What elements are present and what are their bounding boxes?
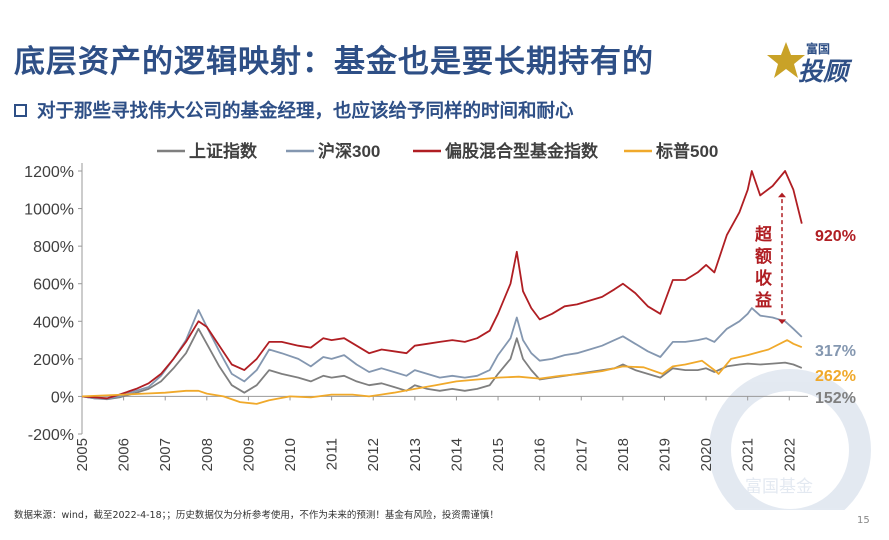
x-tick-label: 2012: [365, 438, 382, 471]
series-end-label: 317%: [815, 343, 856, 360]
x-tick-label: 2007: [157, 438, 174, 471]
y-tick-label: 1200%: [24, 164, 74, 181]
x-tick-label: 2021: [740, 438, 757, 471]
y-tick-label: 400%: [33, 314, 74, 331]
x-tick-label: 2011: [324, 438, 341, 470]
x-tick-label: 2009: [240, 438, 257, 471]
legend-label: 沪深300: [318, 141, 380, 161]
page-number: 15: [857, 515, 870, 526]
y-tick-label: 800%: [33, 239, 74, 256]
legend-label: 偏股混合型基金指数: [445, 141, 599, 161]
y-tick-label: 200%: [33, 352, 74, 369]
series-end-labels: 152% 317% 920% 262%: [815, 228, 856, 407]
x-tick-label: 2019: [656, 438, 673, 471]
x-tick-label: 2008: [199, 438, 216, 471]
y-tick-label: 600%: [33, 277, 74, 294]
series-line: [81, 307, 803, 400]
performance-line-chart: 富国基金 上证指数 沪深300 偏股混合型基金指数 标普500 -200% 0% 200%…: [24, 141, 871, 510]
annotation-arrow-down: [778, 319, 786, 325]
y-tick-label: 1000%: [24, 202, 74, 219]
legend-label: 标普500: [656, 141, 718, 161]
page-title: 底层资产的逻辑映射：基金也是要长期持有的: [14, 44, 654, 80]
series-line: [81, 327, 803, 401]
annotation-char: 额: [755, 246, 772, 266]
x-tick-label: 2018: [615, 438, 632, 471]
logo-line1: 富国: [806, 42, 831, 56]
chart-series: [81, 170, 803, 405]
annotation-char: 超: [755, 224, 773, 244]
chart-axes: -200% 0% 200% 400% 600% 800% 1000% 1200% 2005 200…: [24, 163, 808, 471]
x-tick-label: 2022: [781, 438, 798, 471]
legend-label: 上证指数: [189, 141, 258, 161]
x-tick-label: 2010: [282, 438, 299, 471]
x-tick-label: 2015: [490, 438, 507, 471]
checkbox-bullet-icon: [14, 103, 27, 117]
series-end-label: 262%: [815, 368, 856, 385]
star-logo-icon: [767, 42, 805, 78]
annotation-char: 收: [755, 268, 772, 288]
y-tick-label: -200%: [28, 427, 74, 444]
watermark-text: 富国基金: [745, 477, 813, 497]
subtitle: 对于那些寻找伟大公司的基金经理，也应该给予同样的时间和耐心: [14, 97, 574, 123]
annotation-arrow-up: [778, 192, 786, 198]
watermark: 富国基金: [709, 369, 871, 510]
series-line: [81, 339, 803, 405]
series-line: [81, 170, 803, 400]
x-tick-label: 2013: [407, 438, 424, 471]
brand-logo: 富国 投顾: [764, 38, 874, 86]
logo-line2: 投顾: [798, 57, 849, 86]
series-end-label: 152%: [815, 390, 856, 407]
subtitle-text: 对于那些寻找伟大公司的基金经理，也应该给予同样的时间和耐心: [37, 101, 574, 122]
x-tick-label: 2020: [698, 438, 715, 471]
x-tick-label: 2005: [74, 438, 91, 471]
series-end-label: 920%: [815, 228, 856, 245]
x-tick-label: 2014: [448, 438, 465, 471]
annotation-char: 益: [755, 290, 772, 310]
y-tick-label: 0%: [51, 389, 74, 406]
x-tick-label: 2006: [116, 438, 133, 471]
x-tick-label: 2017: [573, 438, 590, 471]
chart-legend: 上证指数 沪深300 偏股混合型基金指数 标普500: [157, 141, 718, 161]
source-note: 数据来源：wind，截至2022-4-18；；历史数据仅为分析参考使用，不作为未…: [14, 510, 499, 521]
x-tick-label: 2016: [532, 438, 549, 471]
